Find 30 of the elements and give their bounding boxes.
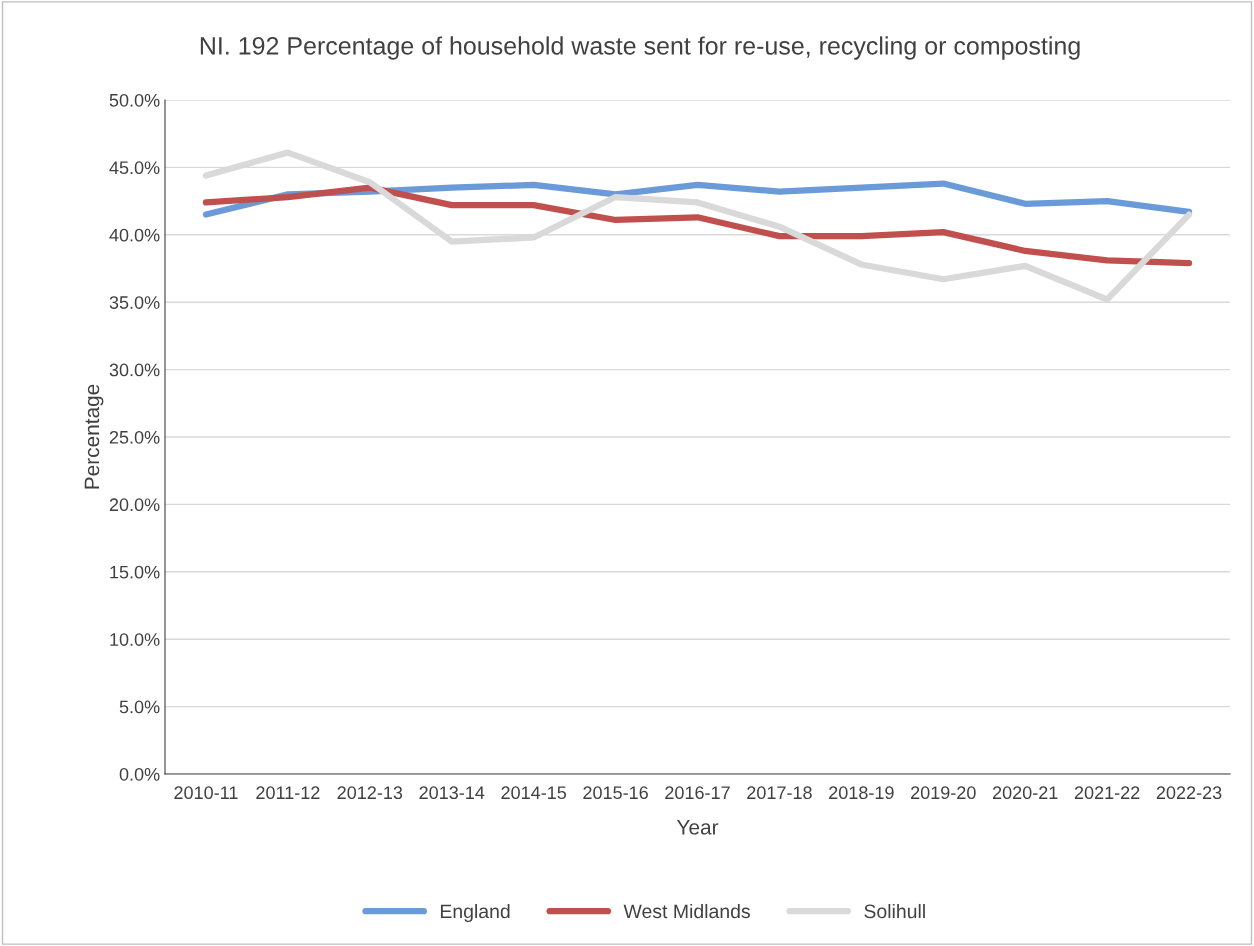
y-tick-label: 5.0%	[119, 700, 160, 714]
x-tick-label: 2022-23	[1156, 786, 1222, 800]
legend-label: West Midlands	[623, 903, 750, 919]
y-tick-label: 0.0%	[119, 767, 160, 781]
x-tick-label: 2010-11	[174, 786, 238, 800]
y-axis-title: Percentage	[84, 384, 104, 489]
x-tick-label: 2015-16	[583, 786, 648, 800]
x-tick-label: 2012-13	[337, 786, 403, 800]
x-tick-label: 2011-12	[256, 786, 320, 800]
x-tick-label: 2020-21	[992, 786, 1058, 800]
legend-label: Solihull	[864, 903, 925, 919]
y-tick-label: 30.0%	[109, 363, 160, 377]
y-tick-label: 50.0%	[109, 93, 160, 107]
y-tick-label: 25.0%	[109, 430, 160, 444]
x-axis-title: Year	[676, 820, 719, 835]
x-tick-label: 2013-14	[419, 786, 485, 800]
chart-title: NI. 192 Percentage of household waste sent for re-use, recycling or composting	[200, 36, 1080, 60]
y-tick-label: 20.0%	[109, 498, 160, 512]
y-tick-label: 35.0%	[109, 296, 160, 309]
x-tick-label: 2018-19	[829, 786, 894, 800]
y-tick-label: 45.0%	[109, 161, 160, 175]
x-tick-label: 2014-15	[501, 786, 567, 800]
y-tick-label: 15.0%	[110, 565, 160, 579]
x-tick-label: 2021-22	[1074, 786, 1140, 800]
y-tick-label: 40.0%	[109, 228, 160, 242]
y-tick-label: 10.0%	[110, 633, 160, 646]
legend-label: England	[440, 903, 510, 923]
x-tick-label: 2016-17	[665, 786, 730, 800]
x-tick-label: 2017-18	[747, 786, 812, 800]
x-tick-label: 2019-20	[911, 786, 976, 800]
